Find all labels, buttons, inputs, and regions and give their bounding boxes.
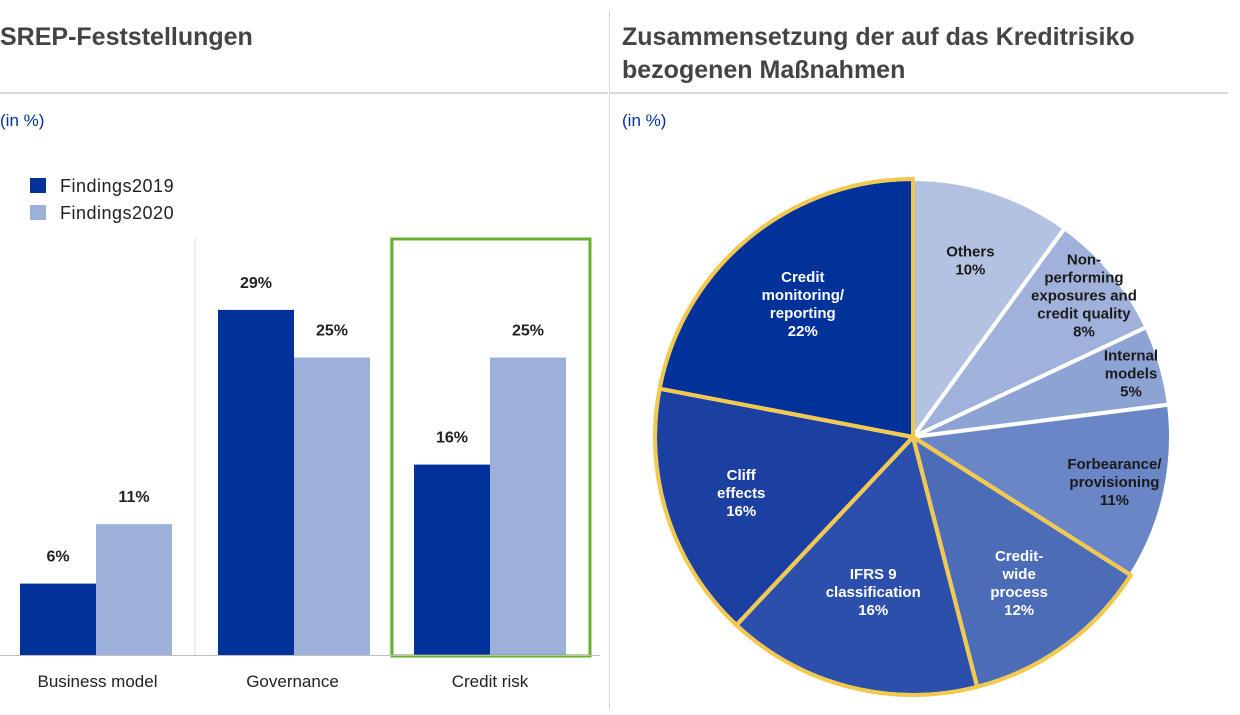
pie-label-credit-monitoring-reporting: Credit monitoring/reporting 22% (762, 269, 845, 340)
bar-value-label-findings2019-credit-risk: 16% (436, 430, 468, 447)
pie-highlight-divider-ifrs-9-classification (911, 436, 980, 688)
legend-swatch-findings2020 (30, 205, 46, 220)
bar-value-label-findings2019-business-model: 6% (46, 549, 69, 566)
right-unit-label: (in %) (622, 111, 667, 130)
bar-findings2020-credit-risk (490, 357, 566, 655)
pie-label-forbearance-provisioning: Forbearance/provisioning 11% (1067, 456, 1162, 509)
bar-findings2020-governance (294, 357, 370, 655)
bar-findings2020-business-model (96, 524, 172, 655)
bar-findings2019-credit-risk (414, 464, 490, 655)
pie-label-others: Others 10% (946, 243, 994, 278)
bar-value-label-findings2020-credit-risk: 25% (512, 323, 544, 340)
category-label-governance: Governance (246, 672, 339, 691)
pie-highlight-divider-credit-monitoring-reporting (659, 386, 914, 439)
pie-highlight-outline (653, 177, 1133, 697)
pie-label-ifrs-9-classification: IFRS 9 classification 16% (826, 566, 921, 619)
pie-label-cliff-effects: Cliff effects 16% (717, 467, 765, 520)
bar-chart: Findings2019 Findings2020 6% 29% 16% 11% 25% 25… (0, 176, 600, 691)
bar-value-label-findings2020-business-model: 11% (118, 489, 149, 506)
pie-slice-non-performing-exposures-and-credit-quality (911, 226, 1149, 439)
pie-label-internal-models: Internal models 5% (1104, 348, 1158, 401)
pie-highlight-divider-cliff-effects (734, 435, 915, 627)
panel-separator (609, 10, 610, 710)
legend-swatch-findings2019 (30, 178, 46, 193)
legend-label-findings2019: Findings2019 (60, 176, 174, 196)
right-panel-title-line2: bezogenen Maßnahmen (622, 56, 906, 84)
pie-label-non-performing-exposures-and-credit-quality: Non-performing exposures and credit qualit… (1031, 252, 1137, 341)
category-label-business-model: Business model (37, 672, 157, 691)
right-panel-title-line1: Zusammensetzung der auf das Kreditrisiko (622, 23, 1135, 51)
legend-label-findings2020: Findings2020 (60, 203, 174, 223)
left-panel-title: SREP-Feststellungen (0, 23, 253, 51)
right-title-rule (610, 92, 1228, 94)
bar-value-label-findings2019-governance: 29% (240, 275, 272, 292)
category-label-credit-risk: Credit risk (452, 672, 529, 691)
bar-findings2019-governance (218, 309, 294, 655)
bar-value-label-findings2020-governance: 25% (316, 323, 348, 340)
pie-slice-forbearance-provisioning (911, 402, 1173, 578)
left-title-rule (0, 92, 608, 94)
pie-slice-others (911, 177, 1067, 439)
left-unit-label: (in %) (0, 111, 45, 130)
pie-label-credit-wide-process: Credit-wide process 12% (990, 548, 1048, 619)
bar-findings2019-business-model (20, 583, 96, 655)
